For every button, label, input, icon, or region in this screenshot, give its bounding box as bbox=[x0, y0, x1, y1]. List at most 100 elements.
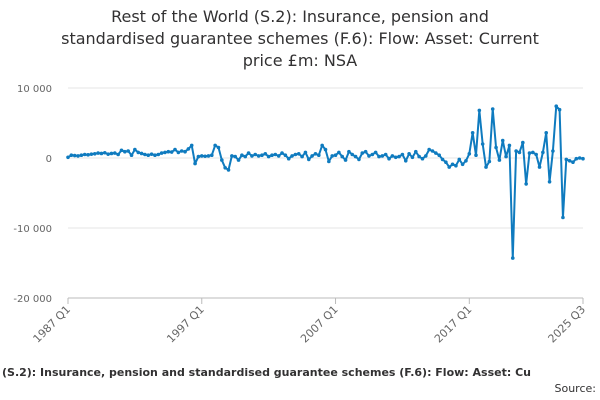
data-point-54 bbox=[246, 151, 251, 155]
data-point-16 bbox=[119, 148, 124, 153]
y-tick-label-3: -20 000 bbox=[13, 294, 52, 305]
data-point-117 bbox=[457, 157, 462, 162]
x-tick-label-3: 2017 Q1 bbox=[432, 303, 475, 346]
data-point-63 bbox=[276, 154, 281, 158]
data-point-100 bbox=[400, 152, 405, 157]
data-point-123 bbox=[477, 108, 482, 113]
footer-source-label: Source: bbox=[555, 382, 597, 395]
data-point-46 bbox=[220, 158, 224, 162]
data-point-37 bbox=[189, 143, 194, 148]
data-point-97 bbox=[390, 154, 395, 158]
data-point-45 bbox=[216, 145, 221, 150]
data-point-80 bbox=[333, 153, 338, 157]
data-point-82 bbox=[340, 154, 345, 159]
data-point-151 bbox=[571, 160, 575, 164]
data-point-19 bbox=[129, 153, 134, 157]
data-point-4 bbox=[79, 153, 84, 157]
data-point-48 bbox=[226, 168, 231, 172]
data-point-18 bbox=[126, 149, 130, 153]
data-point-125 bbox=[484, 165, 488, 169]
data-point-53 bbox=[243, 154, 248, 159]
data-point-118 bbox=[460, 162, 465, 167]
data-point-31 bbox=[169, 150, 174, 154]
data-point-128 bbox=[494, 145, 498, 150]
data-point-75 bbox=[317, 153, 321, 157]
data-point-73 bbox=[310, 154, 314, 158]
data-point-20 bbox=[133, 147, 137, 152]
data-point-154 bbox=[581, 156, 585, 161]
data-point-39 bbox=[196, 154, 201, 159]
data-point-69 bbox=[296, 152, 301, 156]
data-point-108 bbox=[427, 147, 431, 152]
chart-title-line-2: standardised guarantee schemes (F.6): Fl… bbox=[61, 29, 539, 48]
data-point-92 bbox=[373, 150, 378, 155]
data-point-24 bbox=[146, 153, 151, 157]
data-point-142 bbox=[541, 150, 545, 155]
data-point-60 bbox=[266, 154, 271, 159]
data-point-122 bbox=[474, 153, 478, 157]
data-point-141 bbox=[537, 165, 542, 169]
y-tick-label-0: 10 000 bbox=[17, 84, 52, 95]
data-point-25 bbox=[149, 152, 154, 156]
data-point-32 bbox=[173, 147, 177, 152]
data-point-64 bbox=[280, 151, 284, 155]
data-point-78 bbox=[327, 159, 331, 164]
data-point-119 bbox=[464, 159, 468, 163]
data-point-124 bbox=[480, 142, 485, 146]
data-point-110 bbox=[434, 151, 438, 155]
data-point-89 bbox=[363, 149, 368, 154]
data-point-129 bbox=[497, 158, 502, 162]
data-point-40 bbox=[199, 154, 204, 158]
data-point-90 bbox=[367, 154, 371, 158]
data-point-43 bbox=[210, 153, 214, 157]
data-point-30 bbox=[166, 149, 171, 154]
data-point-137 bbox=[524, 182, 528, 186]
data-point-147 bbox=[557, 107, 562, 112]
data-point-132 bbox=[507, 143, 512, 148]
data-point-85 bbox=[350, 152, 355, 157]
data-point-59 bbox=[263, 152, 268, 156]
data-point-130 bbox=[500, 138, 505, 143]
data-point-111 bbox=[437, 153, 442, 157]
data-point-9 bbox=[96, 151, 100, 155]
data-series bbox=[66, 104, 585, 260]
data-point-81 bbox=[337, 150, 341, 155]
data-point-67 bbox=[290, 154, 294, 158]
data-point-65 bbox=[283, 153, 288, 157]
data-point-98 bbox=[393, 155, 398, 160]
footer-series-title: (S.2): Insurance, pension and standardis… bbox=[2, 366, 531, 379]
footer: (S.2): Insurance, pension and standardis… bbox=[2, 366, 596, 395]
data-point-14 bbox=[113, 151, 117, 155]
data-point-35 bbox=[183, 149, 187, 154]
data-point-77 bbox=[323, 147, 328, 152]
data-point-21 bbox=[136, 150, 141, 155]
data-point-12 bbox=[106, 152, 110, 156]
data-point-1 bbox=[69, 153, 74, 157]
chart-title-line-1: Rest of the World (S.2): Insurance, pens… bbox=[111, 7, 489, 26]
data-point-11 bbox=[102, 150, 107, 155]
data-point-146 bbox=[554, 104, 559, 108]
data-point-55 bbox=[250, 154, 254, 158]
x-axis: 1987 Q1 1997 Q1 2007 Q1 2017 Q1 2025 Q3 bbox=[31, 297, 588, 346]
data-point-38 bbox=[193, 161, 197, 166]
data-point-66 bbox=[286, 156, 291, 161]
x-tick-label-2: 2007 Q1 bbox=[298, 303, 341, 346]
data-point-52 bbox=[240, 153, 244, 157]
chart-title-line-3: price £m: NSA bbox=[243, 51, 358, 70]
data-point-3 bbox=[76, 154, 80, 158]
data-point-42 bbox=[206, 154, 211, 158]
data-point-91 bbox=[370, 152, 375, 157]
data-point-47 bbox=[223, 166, 227, 170]
data-point-44 bbox=[213, 143, 217, 148]
data-point-41 bbox=[203, 154, 207, 159]
x-tick-label-1: 1997 Q1 bbox=[164, 303, 207, 346]
data-point-99 bbox=[397, 154, 401, 159]
data-point-76 bbox=[320, 143, 324, 148]
data-point-56 bbox=[253, 152, 258, 157]
data-point-113 bbox=[444, 160, 448, 164]
data-point-13 bbox=[109, 151, 114, 156]
data-point-7 bbox=[89, 152, 94, 156]
data-point-27 bbox=[156, 152, 161, 157]
data-point-150 bbox=[567, 159, 572, 163]
